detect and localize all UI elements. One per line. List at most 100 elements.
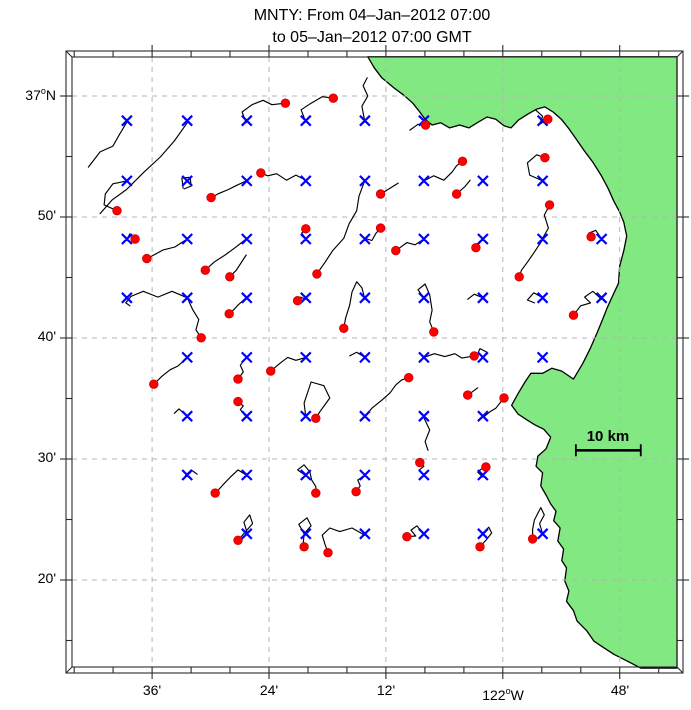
trajectory-line [303, 381, 331, 419]
end-dot-marker [210, 488, 220, 498]
figure-title: MNTY: From 04–Jan–2012 07:00 to 05–Jan–2… [52, 5, 691, 49]
trajectory-line [210, 180, 247, 199]
x-tick-label: 12' [376, 682, 396, 698]
end-dot-marker [280, 98, 291, 108]
end-dot-marker [375, 223, 386, 233]
title-line-2: to 05–Jan–2012 07:00 GMT [272, 29, 472, 46]
end-dot-marker [415, 457, 425, 468]
end-dot-marker [420, 120, 431, 130]
end-dot-marker [142, 253, 152, 264]
end-dot-marker [196, 333, 206, 343]
end-dot-marker [404, 373, 414, 383]
trajectory-line [214, 469, 247, 494]
end-dot-marker [256, 168, 266, 178]
trajectory-line [270, 356, 307, 372]
trajectory-line [87, 121, 128, 168]
end-dot-marker [225, 272, 235, 282]
trajectory-line [146, 238, 188, 260]
trajectory-line [364, 377, 410, 417]
trajectory-line [526, 292, 544, 304]
trajectory-line [572, 290, 603, 316]
end-dot-marker [463, 390, 473, 400]
end-dot-marker [130, 234, 140, 244]
end-dot-marker [206, 192, 216, 203]
end-dot-marker [499, 393, 509, 403]
end-markers [112, 93, 596, 558]
trajectory-line [532, 507, 545, 540]
end-dot-marker [451, 189, 462, 199]
trajectory-line [300, 96, 334, 123]
trajectory-line [321, 527, 366, 554]
trajectory-line [125, 290, 188, 307]
end-dot-marker [544, 200, 555, 210]
end-dot-marker [312, 269, 322, 279]
end-dot-marker [375, 189, 386, 199]
end-dot-marker [568, 310, 579, 320]
y-tick-label: 40' [37, 328, 56, 344]
end-dot-marker [323, 548, 333, 558]
trajectory-line [406, 525, 424, 538]
trajectory-line [542, 204, 551, 239]
trajectory-line [316, 179, 366, 275]
x-tick-label: 24' [259, 682, 279, 698]
x-tick-label: 36' [142, 682, 162, 698]
start-x-markers [121, 114, 608, 540]
end-dot-marker [149, 379, 159, 389]
title-line-1: MNTY: From 04–Jan–2012 07:00 [253, 7, 491, 24]
end-dot-marker [339, 323, 349, 334]
end-dot-marker [540, 152, 550, 163]
end-dot-marker [429, 327, 439, 337]
trajectory-line [361, 77, 369, 123]
trajectory-line [186, 297, 202, 339]
trajectories [87, 77, 603, 554]
trajectory-line [417, 283, 435, 333]
trajectory-line [518, 239, 544, 278]
end-dot-marker [233, 374, 243, 384]
trajectory-line [423, 160, 464, 182]
coastline-land [367, 56, 678, 669]
x-tick-label: 48' [610, 682, 630, 698]
end-dot-marker [292, 296, 303, 306]
y-tick-label: 50' [37, 207, 56, 223]
end-dot-marker [328, 93, 339, 103]
trajectory-line [423, 353, 475, 359]
end-dot-marker [233, 535, 243, 546]
end-dot-marker [471, 242, 481, 253]
graticule-gridlines [72, 57, 677, 667]
end-dot-marker [233, 396, 243, 407]
trajectory-line [153, 357, 188, 385]
end-dot-marker [224, 309, 234, 319]
end-dot-marker [299, 542, 309, 552]
end-dot-marker [457, 156, 468, 167]
end-dot-marker [391, 245, 401, 256]
end-dot-marker [402, 532, 412, 542]
trajectory-line [467, 293, 484, 300]
trajectory-line [241, 99, 286, 124]
end-dot-marker [586, 232, 596, 242]
y-tick-label: 20' [37, 570, 56, 586]
trajectory-line [103, 180, 128, 212]
end-dot-marker [469, 351, 479, 361]
end-dot-marker [311, 413, 321, 424]
y-tick-label: 37oN [25, 86, 56, 103]
trajectory-line [99, 122, 188, 215]
end-dot-marker [527, 534, 538, 544]
x-tick-label: 122oW [482, 686, 524, 703]
end-dot-marker [481, 462, 491, 472]
trajectory-line [237, 514, 254, 541]
end-dot-marker [112, 205, 122, 216]
end-dot-marker [543, 114, 553, 124]
y-tick-label: 30' [37, 449, 56, 465]
end-dot-marker [266, 366, 276, 376]
scale-bar [574, 444, 642, 457]
trajectory-line [343, 281, 366, 329]
trajectory-line [204, 238, 247, 271]
end-dot-marker [311, 488, 321, 498]
end-dot-marker [351, 487, 361, 497]
end-dot-marker [200, 265, 211, 275]
end-dot-marker [475, 542, 485, 552]
scale-bar-label: 10 km [586, 428, 630, 445]
map-frame [60, 45, 689, 679]
